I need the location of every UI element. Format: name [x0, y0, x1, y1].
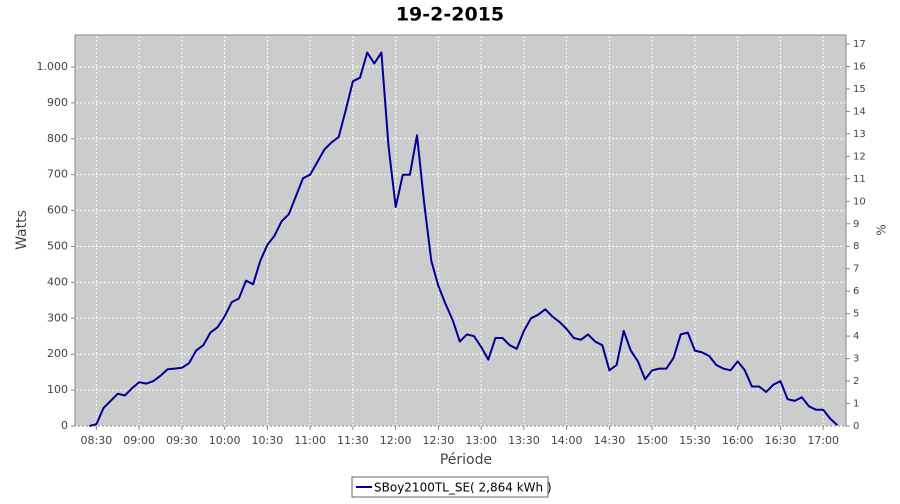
- x-tick-label: 09:30: [166, 434, 198, 447]
- y2-tick-label: 10: [853, 196, 866, 207]
- y2-tick-label: 2: [853, 376, 859, 387]
- x-tick-label: 16:00: [722, 434, 754, 447]
- chart-title: 19-2-2015: [396, 4, 504, 26]
- y-tick-label: 900: [47, 96, 68, 109]
- x-tick-label: 10:00: [209, 434, 241, 447]
- legend-label: SBoy2100TL_SE( 2,864 kWh ): [374, 481, 552, 495]
- y-tick-label: 0: [61, 419, 68, 432]
- y2-tick-label: 14: [853, 106, 866, 117]
- x-tick-label: 13:00: [465, 434, 497, 447]
- x-tick-label: 15:00: [636, 434, 668, 447]
- y2-tick-label: 5: [853, 309, 859, 320]
- y2-tick-label: 9: [853, 219, 859, 230]
- y-tick-label: 600: [47, 204, 68, 217]
- y-tick-label: 500: [47, 239, 68, 252]
- x-tick-label: 12:00: [380, 434, 412, 447]
- y2-tick-label: 8: [853, 241, 859, 252]
- y2-tick-label: 4: [853, 331, 859, 342]
- plot-area: [74, 34, 847, 427]
- y2-tick-label: 7: [853, 264, 859, 275]
- y-tick-label: 200: [47, 347, 68, 360]
- y-tick-label: 100: [47, 383, 68, 396]
- x-tick-label: 08:30: [81, 434, 113, 447]
- x-tick-label: 15:30: [679, 434, 711, 447]
- y-tick-label: 800: [47, 132, 68, 145]
- y2-tick-label: 16: [853, 61, 866, 72]
- y2-tick-label: 3: [853, 354, 859, 365]
- y-tick-label: 1.000: [37, 60, 69, 73]
- y2-axis-label: %: [875, 224, 889, 235]
- y-tick-label: 400: [47, 275, 68, 288]
- x-tick-label: 10:30: [252, 434, 284, 447]
- x-tick-label: 11:30: [337, 434, 369, 447]
- y2-tick-label: 13: [853, 129, 866, 140]
- x-axis-label: Période: [440, 452, 492, 468]
- y-axis-label: Watts: [14, 210, 30, 250]
- x-tick-label: 09:00: [123, 434, 155, 447]
- y2-tick-label: 11: [853, 174, 866, 185]
- y2-tick-label: 0: [853, 421, 859, 432]
- y2-tick-label: 1: [853, 399, 859, 410]
- series-line: [89, 51, 839, 427]
- x-tick-label: 14:30: [594, 434, 626, 447]
- x-tick-label: 11:00: [294, 434, 326, 447]
- y2-tick-label: 6: [853, 286, 859, 297]
- y-tick-label: 300: [47, 311, 68, 324]
- x-tick-label: 17:00: [807, 434, 839, 447]
- y2-tick-label: 17: [853, 39, 866, 50]
- y-tick-label: 700: [47, 168, 68, 181]
- x-tick-label: 13:30: [508, 434, 540, 447]
- x-tick-label: 12:30: [423, 434, 455, 447]
- x-tick-label: 14:00: [551, 434, 583, 447]
- legend: [351, 476, 549, 498]
- y2-tick-label: 12: [853, 151, 866, 162]
- x-tick-label: 16:30: [765, 434, 797, 447]
- y2-tick-label: 15: [853, 84, 866, 95]
